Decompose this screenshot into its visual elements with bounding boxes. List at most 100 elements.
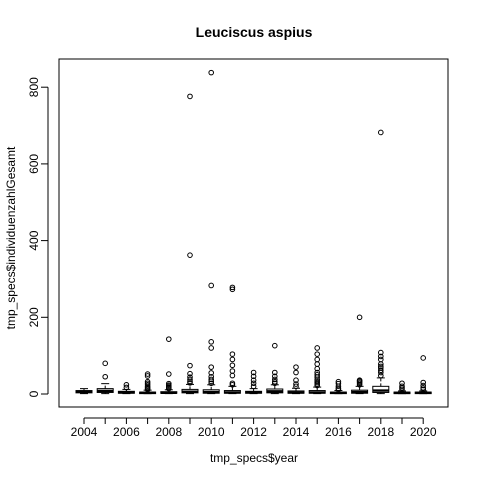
outlier-point: [335, 380, 342, 387]
outlier-point: [123, 384, 130, 391]
y-tick-label: 800: [27, 77, 41, 97]
outlier-point: [102, 360, 108, 367]
outlier-point: [208, 69, 214, 76]
outlier-point: [187, 362, 193, 369]
outlier-point: [208, 339, 214, 345]
outlier-point: [250, 373, 257, 380]
outlier-point: [102, 373, 108, 380]
boxes-layer: [75, 69, 432, 395]
outlier-point: [314, 351, 321, 357]
outlier-point: [378, 129, 384, 136]
outlier-point: [187, 374, 193, 380]
outlier-point: [272, 373, 278, 380]
x-tick-label: 2016: [325, 425, 352, 439]
outlier-point: [293, 369, 299, 376]
plot-frame: [58, 58, 449, 408]
outlier-point: [378, 363, 384, 370]
x-tick-label: 2012: [240, 425, 267, 439]
outlier-point: [144, 378, 151, 385]
outlier-point: [378, 349, 384, 356]
outlier-point: [229, 362, 236, 369]
box-2013: [266, 342, 284, 395]
outlier-point: [250, 380, 257, 387]
outlier-point: [166, 380, 172, 387]
outlier-point: [293, 377, 299, 383]
outlier-point: [123, 381, 130, 388]
y-tick-label: 600: [27, 154, 41, 174]
outlier-point: [166, 371, 172, 377]
box-2005: [96, 360, 114, 395]
x-tick-label: 2004: [71, 425, 98, 439]
outlier-point: [420, 355, 427, 361]
outlier-point: [293, 364, 299, 370]
box-2020: [414, 355, 432, 395]
x-tick-label: 2006: [113, 425, 140, 439]
x-tick-label: 2018: [367, 425, 394, 439]
outlier-point: [250, 377, 257, 383]
outlier-point: [187, 370, 193, 377]
box-2007: [139, 371, 157, 395]
outlier-point: [187, 252, 193, 258]
box-2019: [393, 380, 411, 395]
outlier-point: [229, 356, 236, 363]
y-tick-label: 0: [27, 390, 41, 397]
outlier-point: [166, 336, 172, 342]
outlier-point: [314, 356, 321, 363]
outlier-point: [229, 368, 236, 374]
box-2016: [329, 378, 347, 395]
outlier-point: [420, 379, 427, 386]
outlier-point: [208, 364, 214, 370]
outlier-point: [208, 282, 214, 289]
outlier-point: [272, 369, 278, 376]
outlier-point: [314, 372, 321, 378]
outlier-point: [229, 284, 236, 291]
chart-title: Leuciscus aspius: [196, 24, 313, 40]
outlier-point: [272, 342, 278, 349]
box-2008: [160, 336, 178, 395]
outlier-point: [272, 376, 278, 383]
outlier-point: [144, 371, 151, 377]
outlier-point: [208, 370, 214, 376]
box-2011: [223, 284, 241, 395]
outlier-point: [187, 93, 193, 100]
outlier-point: [420, 385, 427, 391]
box-2004: [75, 388, 93, 395]
x-tick-label: 2008: [155, 425, 182, 439]
outlier-point: [399, 380, 405, 387]
outlier-point: [378, 367, 384, 374]
y-axis-label: tmp_specs$individuenzahlGesamt: [4, 146, 18, 329]
outlier-point: [250, 369, 257, 376]
x-tick-label: 2020: [410, 425, 437, 439]
box-2017: [351, 314, 369, 395]
outlier-point: [229, 351, 236, 357]
outlier-point: [314, 369, 321, 376]
outlier-point: [229, 286, 236, 293]
outlier-point: [144, 373, 151, 379]
outlier-point: [208, 345, 214, 351]
outlier-point: [293, 381, 299, 387]
box-2018: [372, 129, 390, 395]
outlier-point: [314, 345, 321, 351]
outlier-point: [356, 314, 363, 321]
outlier-point: [335, 378, 342, 385]
outlier-point: [208, 380, 214, 387]
outlier-point: [420, 382, 427, 389]
outlier-point: [187, 376, 193, 383]
box-2015: [308, 345, 326, 395]
outlier-point: [250, 383, 257, 390]
box-2012: [245, 369, 263, 395]
outlier-point: [378, 372, 384, 379]
axes-layer: 0 200 400 600 800 2004 2006 2008 2010 2012 2014 201…: [27, 77, 437, 439]
box-2010: [202, 69, 220, 395]
box-2006: [117, 381, 135, 395]
outlier-point: [378, 356, 384, 363]
x-tick-label: 2010: [198, 425, 225, 439]
outlier-point: [293, 383, 299, 390]
outlier-point: [229, 380, 236, 387]
outlier-point: [356, 377, 363, 383]
y-tick-label: 400: [27, 230, 41, 250]
outlier-point: [272, 378, 278, 385]
box-2009: [181, 93, 199, 395]
